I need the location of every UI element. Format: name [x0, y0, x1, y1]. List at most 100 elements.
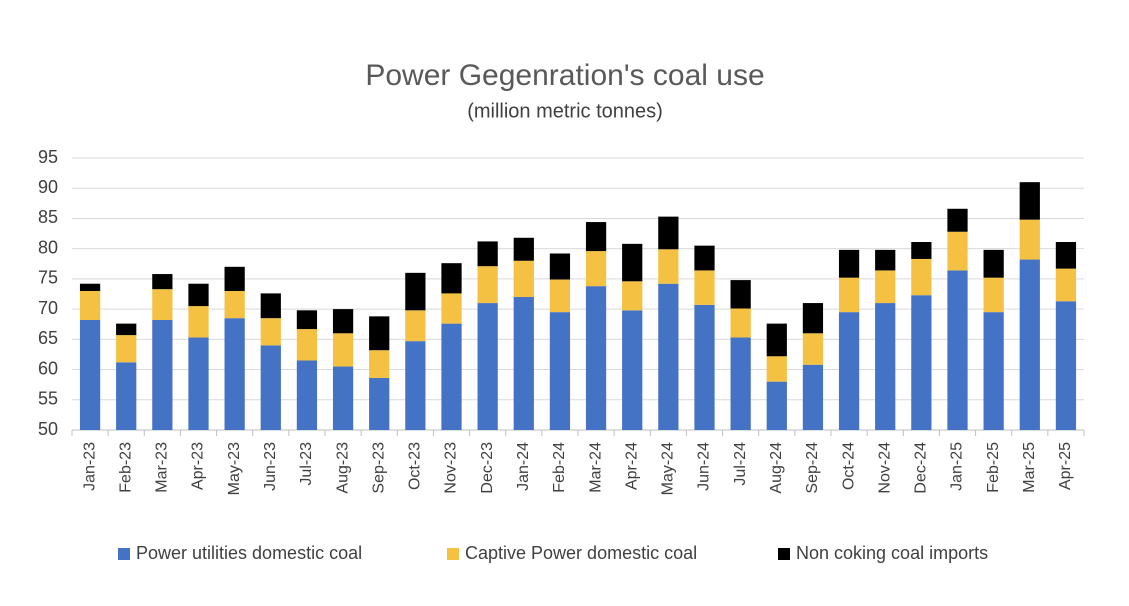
- x-tick-label: Sep-24: [804, 442, 821, 494]
- bar-segment: [947, 208, 968, 232]
- x-tick-label: May-24: [660, 442, 677, 495]
- bar-segment: [622, 310, 643, 430]
- y-tick-label: 60: [38, 358, 58, 378]
- bar-segment: [802, 364, 824, 430]
- bar-segment: [1019, 259, 1040, 430]
- legend-label: Power utilities domestic coal: [136, 543, 362, 563]
- x-tick-label: Oct-23: [407, 442, 424, 490]
- legend-label: Non coking coal imports: [796, 543, 988, 563]
- bar-segment: [260, 293, 281, 319]
- x-tick-label: Jan-23: [81, 442, 98, 491]
- x-tick-label: Nov-23: [443, 442, 460, 494]
- bar-segment: [116, 362, 137, 430]
- bar-segment: [766, 356, 787, 382]
- bar-segment: [983, 312, 1004, 430]
- bar-segment: [875, 249, 896, 271]
- bar-segment: [188, 337, 209, 430]
- bar-segment: [730, 280, 751, 309]
- bar-segment: [513, 237, 534, 261]
- bar-segment: [838, 277, 860, 313]
- bar-segment: [911, 242, 932, 259]
- bar-segment: [802, 303, 824, 334]
- bar-segment: [477, 266, 498, 304]
- bar-segment: [1019, 182, 1040, 220]
- bar-segment: [332, 366, 354, 430]
- bar-segment: [116, 335, 137, 363]
- bar-segment: [513, 260, 534, 298]
- bar-segment: [694, 304, 715, 430]
- bar-segment: [694, 245, 715, 271]
- bar-segment: [622, 281, 643, 311]
- chart-subtitle: (million metric tonnes): [467, 100, 663, 122]
- bar-segment: [405, 341, 426, 430]
- bar-segment: [658, 283, 679, 430]
- y-tick-label: 95: [38, 147, 58, 167]
- bar-segment: [585, 251, 607, 287]
- bar-segment: [983, 277, 1004, 313]
- x-tick-label: Sep-23: [370, 442, 387, 494]
- bar-segment: [1055, 268, 1077, 302]
- bar-segment: [369, 350, 390, 379]
- bar-segment: [224, 290, 245, 319]
- bar-segment: [585, 286, 607, 430]
- bar-segment: [79, 283, 101, 291]
- bar-segment: [296, 329, 318, 361]
- x-tick-label: Feb-23: [117, 442, 134, 493]
- bar-segment: [1055, 242, 1077, 269]
- bar-segment: [585, 222, 607, 252]
- bar-segment: [694, 270, 715, 305]
- bar-segment: [405, 310, 426, 342]
- y-tick-label: 75: [38, 268, 58, 288]
- legend-label: Captive Power domestic coal: [465, 543, 697, 563]
- bar-segment: [802, 333, 824, 365]
- bar-segment: [838, 249, 860, 278]
- bar-segment: [116, 323, 137, 336]
- bar-segment: [296, 360, 318, 430]
- x-tick-label: Mar-23: [154, 442, 171, 493]
- bar-segment: [549, 253, 571, 280]
- bar-segment: [1055, 301, 1077, 430]
- bar-segment: [332, 333, 354, 367]
- y-tick-label: 70: [38, 298, 58, 318]
- bar-segment: [477, 303, 498, 430]
- y-tick-label: 90: [38, 177, 58, 197]
- bar-segment: [875, 270, 896, 304]
- bar-segment: [947, 270, 968, 430]
- bar-segment: [441, 323, 462, 430]
- bar-segment: [296, 310, 318, 330]
- bar-segment: [369, 378, 390, 430]
- x-tick-label: Apr-23: [190, 442, 207, 490]
- y-tick-label: 65: [38, 328, 58, 348]
- x-tick-label: Oct-24: [840, 442, 857, 490]
- bar-segment: [911, 295, 932, 430]
- bar-segment: [766, 381, 787, 430]
- legend-swatch: [118, 548, 130, 560]
- bar-segment: [224, 318, 245, 430]
- bar-segment: [332, 309, 354, 334]
- bar-segment: [838, 312, 860, 430]
- bar-segment: [152, 319, 173, 430]
- x-tick-label: May-23: [226, 442, 243, 495]
- x-tick-label: Aug-23: [334, 442, 351, 494]
- x-tick-label: Dec-24: [913, 442, 930, 494]
- x-tick-label: Dec-23: [479, 442, 496, 494]
- x-tick-label: Jul-23: [298, 442, 315, 486]
- bar-segment: [658, 216, 679, 250]
- x-tick-label: Jul-24: [732, 442, 749, 486]
- x-tick-label: Apr-24: [623, 442, 640, 490]
- bar-segment: [477, 241, 498, 267]
- x-tick-label: Feb-25: [985, 442, 1002, 493]
- x-tick-label: Mar-24: [587, 442, 604, 493]
- bar-segment: [224, 266, 245, 291]
- bar-segment: [622, 243, 643, 282]
- x-tick-label: Jun-24: [696, 442, 713, 491]
- x-tick-label: Nov-24: [876, 442, 893, 494]
- x-tick-label: Jan-25: [949, 442, 966, 491]
- bar-segment: [79, 290, 101, 320]
- bar-segment: [260, 318, 281, 346]
- bar-segment: [188, 283, 209, 307]
- y-tick-label: 80: [38, 237, 58, 257]
- bar-segment: [513, 297, 534, 430]
